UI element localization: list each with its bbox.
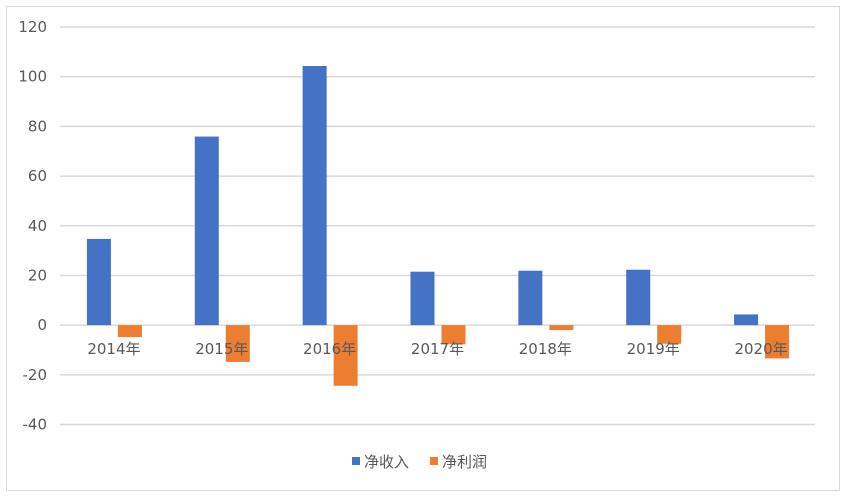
bar-net-income bbox=[86, 238, 111, 326]
x-tick-label: 2020年 bbox=[734, 340, 787, 358]
legend-label: 净收入 bbox=[364, 453, 409, 471]
y-tick-label: 20 bbox=[28, 266, 47, 284]
y-tick-label: -20 bbox=[23, 366, 48, 384]
bar-net-profit bbox=[549, 325, 574, 331]
bar-net-profit bbox=[225, 325, 250, 362]
y-tick-label: 40 bbox=[28, 217, 47, 235]
x-tick-label: 2018年 bbox=[519, 340, 572, 358]
bar-net-income bbox=[194, 136, 219, 326]
x-tick-label: 2019年 bbox=[627, 340, 680, 358]
y-tick-label: 60 bbox=[28, 167, 47, 185]
bar-net-profit bbox=[765, 325, 790, 359]
y-tick-label: 80 bbox=[28, 117, 47, 135]
bar-net-profit bbox=[441, 325, 466, 345]
bar-net-profit bbox=[657, 325, 682, 344]
bar-net-profit bbox=[117, 325, 142, 338]
x-tick-label: 2015年 bbox=[195, 340, 248, 358]
bar-net-income bbox=[410, 271, 435, 326]
bar-net-income bbox=[518, 270, 543, 326]
bar-net-profit bbox=[333, 325, 358, 386]
legend-swatch bbox=[352, 457, 360, 465]
x-tick-label: 2017年 bbox=[411, 340, 464, 358]
y-tick-label: 0 bbox=[37, 316, 47, 334]
y-tick-label: 120 bbox=[18, 18, 47, 36]
x-tick-label: 2014年 bbox=[87, 340, 140, 358]
bar-net-income bbox=[734, 314, 759, 326]
y-tick-label: -40 bbox=[23, 416, 48, 434]
bar-net-income bbox=[626, 269, 651, 326]
y-tick-label: 100 bbox=[18, 68, 47, 86]
chart-frame bbox=[6, 6, 840, 491]
legend-label: 净利润 bbox=[442, 453, 487, 471]
legend-swatch bbox=[430, 457, 438, 465]
bar-net-income bbox=[302, 66, 327, 326]
x-tick-label: 2016年 bbox=[303, 340, 356, 358]
